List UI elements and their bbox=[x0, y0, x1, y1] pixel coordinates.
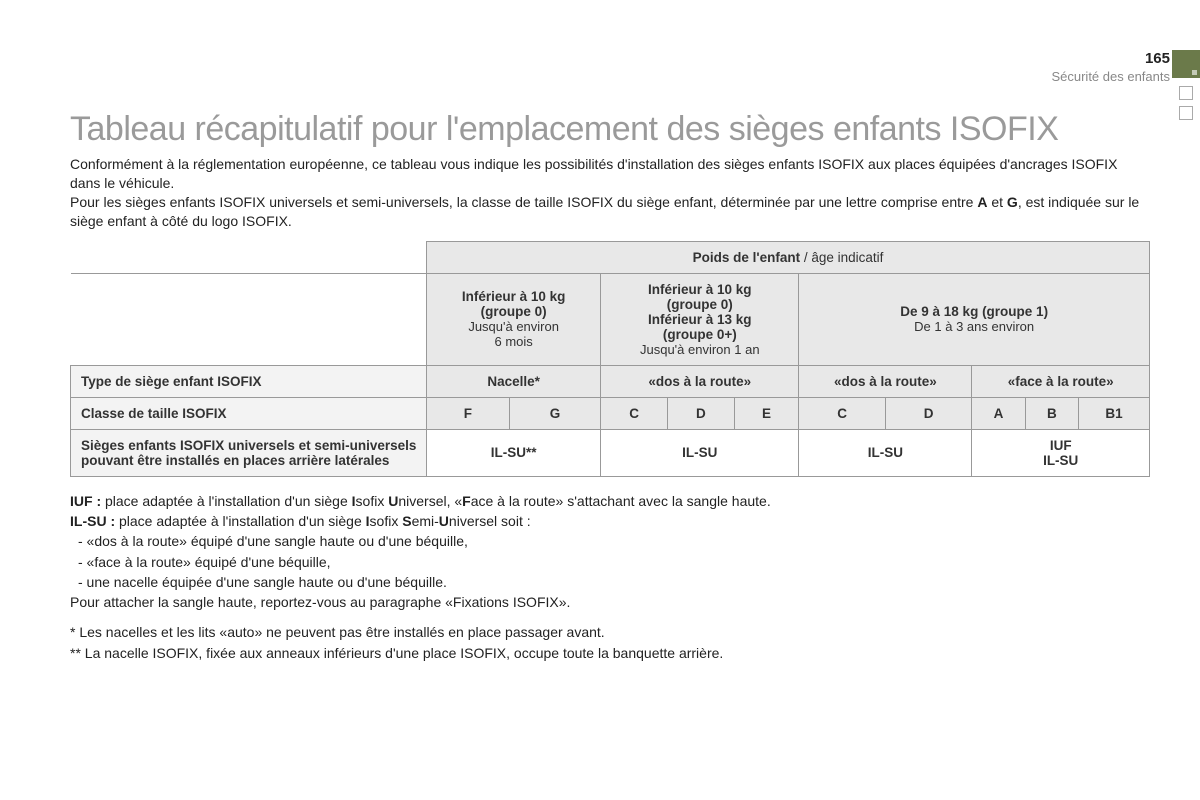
section-label: Sécurité des enfants bbox=[1051, 69, 1170, 84]
isofix-table: Poids de l'enfant / âge indicatif Inféri… bbox=[70, 241, 1150, 477]
size-class-3: D bbox=[667, 397, 734, 429]
table-row-size-class: Classe de taille ISOFIX FGCDECDABB1 bbox=[71, 397, 1150, 429]
row-label-type: Type de siège enfant ISOFIX bbox=[71, 365, 427, 397]
weight-group-1: Inférieur à 10 kg(groupe 0)Inférieur à 1… bbox=[601, 273, 799, 365]
weight-group-0: Inférieur à 10 kg(groupe 0)Jusqu'à envir… bbox=[427, 273, 601, 365]
seats-cell-2: IL-SU bbox=[799, 429, 972, 476]
seat-type-2: «dos à la route» bbox=[799, 365, 972, 397]
def-bullet-0: - «dos à la route» équipé d'une sangle h… bbox=[70, 531, 1150, 551]
size-class-8: B bbox=[1025, 397, 1078, 429]
table-corner-blank bbox=[71, 241, 427, 273]
size-class-0: F bbox=[427, 397, 510, 429]
footnote-1: * Les nacelles et les lits «auto» ne peu… bbox=[70, 622, 1150, 642]
size-class-2: C bbox=[601, 397, 668, 429]
page-content: Tableau récapitulatif pour l'emplacement… bbox=[70, 110, 1150, 663]
intro-p2-mid: et bbox=[987, 194, 1006, 210]
row-label-seats: Sièges enfants ISOFIX universels et semi… bbox=[71, 429, 427, 476]
footnotes-block: * Les nacelles et les lits «auto» ne peu… bbox=[70, 622, 1150, 663]
def-iuf: IUF : place adaptée à l'installation d'u… bbox=[70, 491, 1150, 511]
table-row-seats: Sièges enfants ISOFIX universels et semi… bbox=[71, 429, 1150, 476]
size-class-5: C bbox=[799, 397, 886, 429]
def-bullet-1: - «face à la route» équipé d'une béquill… bbox=[70, 552, 1150, 572]
page-title: Tableau récapitulatif pour l'emplacement… bbox=[70, 110, 1150, 149]
size-class-9: B1 bbox=[1078, 397, 1149, 429]
seats-cell-3: IUFIL-SU bbox=[972, 429, 1150, 476]
size-class-7: A bbox=[972, 397, 1025, 429]
weight-group-2: De 9 à 18 kg (groupe 1)De 1 à 3 ans envi… bbox=[799, 273, 1150, 365]
intro-text: Conformément à la réglementation europée… bbox=[70, 155, 1150, 231]
seat-type-3: «face à la route» bbox=[972, 365, 1150, 397]
table-top-header: Poids de l'enfant / âge indicatif bbox=[427, 241, 1150, 273]
seat-type-0: Nacelle* bbox=[427, 365, 601, 397]
corner-accent-block bbox=[1172, 50, 1200, 78]
top-header-bold: Poids de l'enfant bbox=[693, 250, 800, 265]
seats-cell-0: IL-SU** bbox=[427, 429, 601, 476]
seats-cell-1: IL-SU bbox=[601, 429, 799, 476]
size-class-4: E bbox=[734, 397, 799, 429]
intro-p2-a: Pour les sièges enfants ISOFIX universel… bbox=[70, 194, 977, 210]
table-row-seat-type: Type de siège enfant ISOFIX Nacelle*«dos… bbox=[71, 365, 1150, 397]
corner-outline-1 bbox=[1179, 86, 1193, 100]
def-closing: Pour attacher la sangle haute, reportez-… bbox=[70, 592, 1150, 612]
table-row-weight-groups: Inférieur à 10 kg(groupe 0)Jusqu'à envir… bbox=[71, 273, 1150, 365]
corner-outline-2 bbox=[1179, 106, 1193, 120]
intro-p2-b1: A bbox=[977, 194, 987, 210]
def-bullet-2: - une nacelle équipée d'une sangle haute… bbox=[70, 572, 1150, 592]
top-header-light: / âge indicatif bbox=[800, 250, 883, 265]
intro-p2-b2: G bbox=[1007, 194, 1018, 210]
row-label-class: Classe de taille ISOFIX bbox=[71, 397, 427, 429]
definitions-block: IUF : place adaptée à l'installation d'u… bbox=[70, 491, 1150, 613]
size-class-6: D bbox=[885, 397, 972, 429]
page-number: 165 bbox=[1051, 50, 1170, 67]
size-class-1: G bbox=[509, 397, 601, 429]
table-blank-2 bbox=[71, 273, 427, 365]
seat-type-1: «dos à la route» bbox=[601, 365, 799, 397]
page-header: 165 Sécurité des enfants bbox=[1051, 50, 1170, 84]
def-ilsu: IL-SU : place adaptée à l'installation d… bbox=[70, 511, 1150, 531]
intro-p1: Conformément à la réglementation europée… bbox=[70, 156, 1117, 191]
table-row-top-header: Poids de l'enfant / âge indicatif bbox=[71, 241, 1150, 273]
footnote-2: ** La nacelle ISOFIX, fixée aux anneaux … bbox=[70, 643, 1150, 663]
